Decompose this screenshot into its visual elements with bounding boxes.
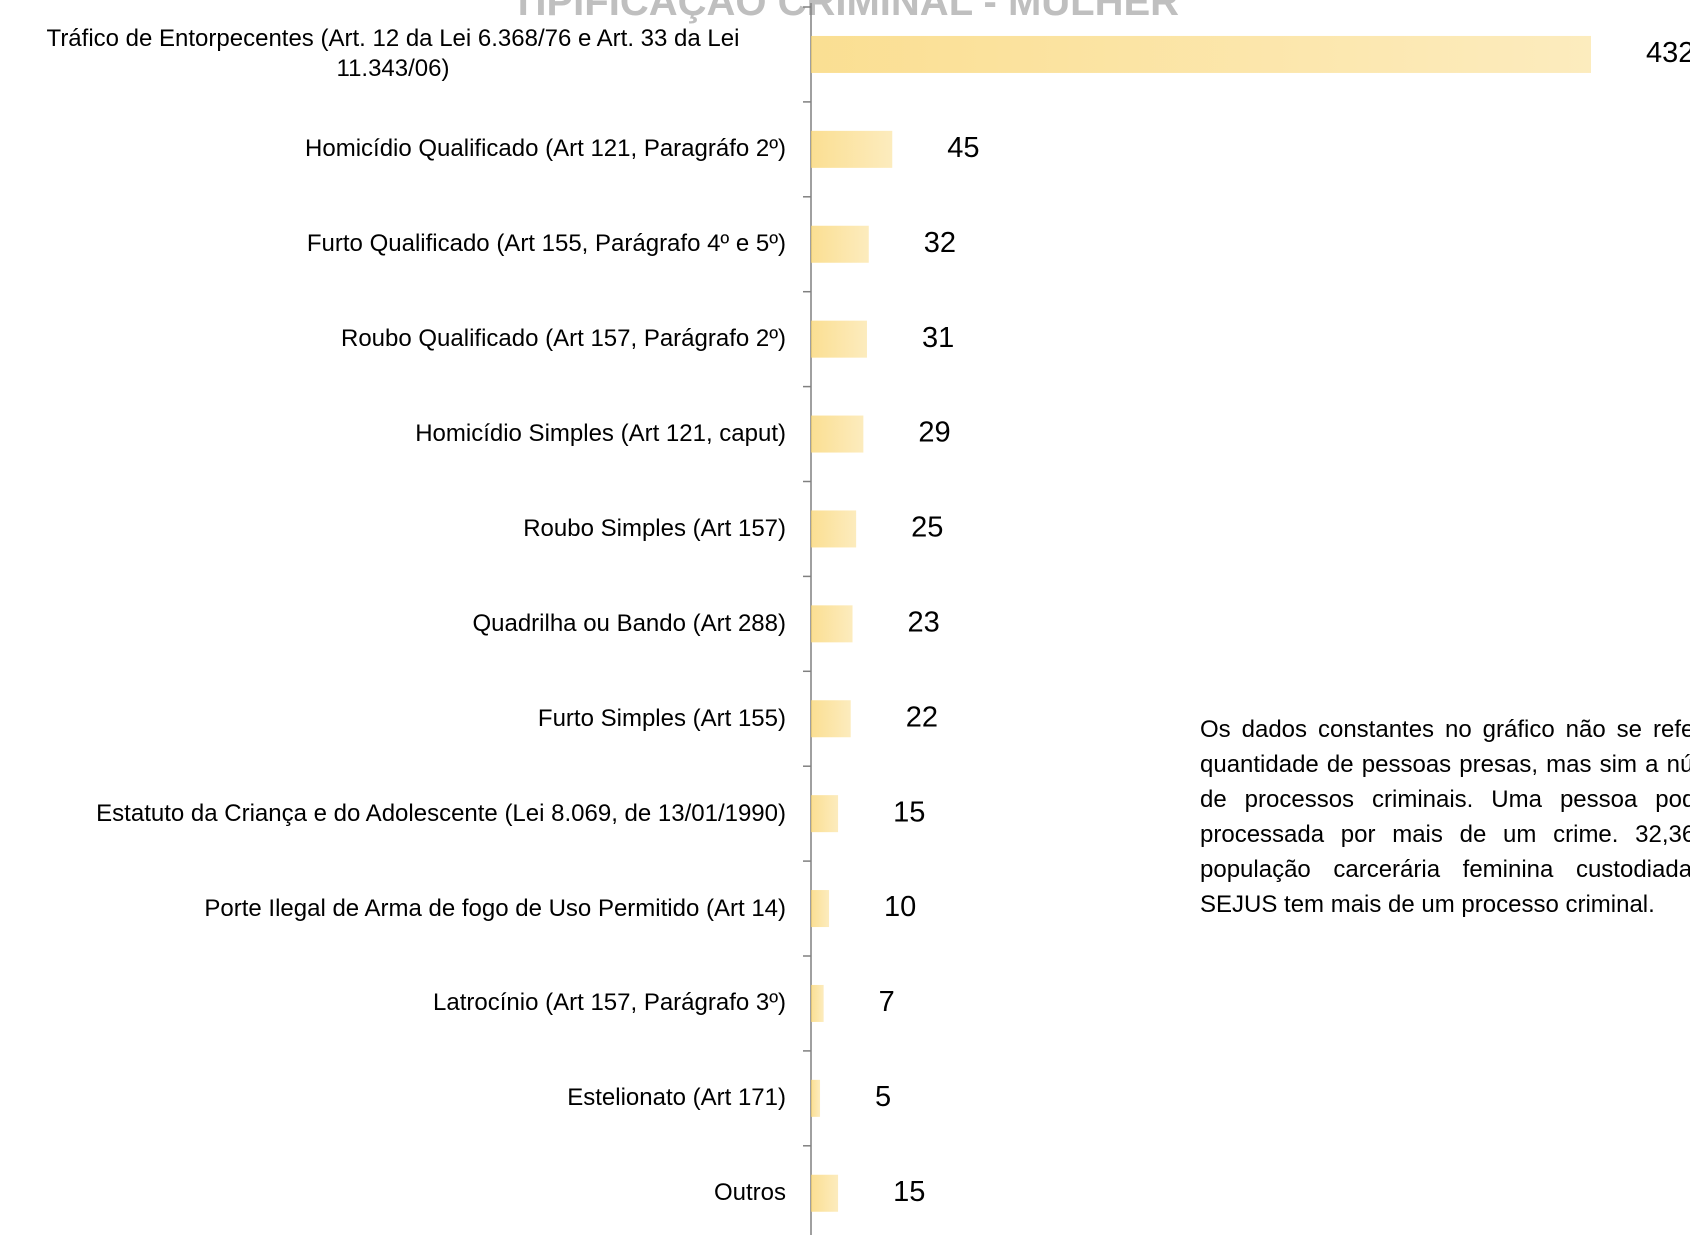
category-text: Quadrilha ou Bando (Art 288) (472, 609, 786, 637)
note-box: Os dados constantes no gráfico não se re… (1200, 712, 1690, 972)
category-text: Estelionato (Art 171) (567, 1084, 786, 1112)
category-text: Porte Ilegal de Arma de fogo de Uso Perm… (204, 894, 786, 922)
data-label: 10 (884, 891, 916, 923)
category-label: Estatuto da Criança e do Adolescente (Le… (0, 799, 786, 829)
category-label: Roubo Qualificado (Art 157, Parágrafo 2º… (0, 324, 786, 354)
category-text: Homicídio Qualificado (Art 121, Paragráf… (305, 135, 786, 163)
category-label: Tráfico de Entorpecentes (Art. 12 da Lei… (0, 24, 786, 84)
bar (811, 225, 869, 263)
annotation: Os dados constantes no gráfico não se re… (1200, 716, 1690, 918)
data-label: 5 (875, 1081, 891, 1113)
data-label: 23 (908, 607, 940, 639)
data-label: 432 (1646, 37, 1690, 69)
data-label: 32 (924, 227, 956, 259)
bar (811, 130, 893, 168)
category-label: Porte Ilegal de Arma de fogo de Uso Perm… (0, 894, 786, 924)
category-label: Furto Simples (Art 155) (0, 704, 786, 734)
bar (811, 890, 830, 928)
category-text: Tráfico de Entorpecentes (Art. 12 da Lei… (46, 25, 740, 83)
category-text: Outros (713, 1179, 786, 1207)
category-text: Furto Simples (Art 155) (537, 704, 786, 732)
data-label: 22 (906, 701, 938, 733)
category-label: Outros (0, 1178, 786, 1208)
bar (811, 700, 851, 738)
category-text: Furto Qualificado (Art 155, Parágrafo 4º… (306, 230, 786, 258)
category-text: Roubo Qualificado (Art 157, Parágrafo 2º… (340, 325, 786, 353)
bar (811, 605, 853, 643)
category-label: Furto Qualificado (Art 155, Parágrafo 4º… (0, 229, 786, 259)
bar (811, 320, 867, 358)
category-label: Homicídio Simples (Art 121, caput) (0, 419, 786, 449)
bar (811, 795, 839, 833)
data-label: 29 (918, 417, 950, 449)
bar (811, 510, 857, 548)
chart-title: TIPIFICAÇÃO CRIMINAL - MULHER (510, 0, 1180, 24)
data-label: 45 (947, 132, 979, 164)
data-label: 7 (879, 986, 895, 1018)
bar (811, 35, 1591, 73)
category-text: Estatuto da Criança e do Adolescente (Le… (96, 799, 786, 827)
category-label: Roubo Simples (Art 157) (0, 514, 786, 544)
data-label: 31 (922, 322, 954, 354)
category-label: Estelionato (Art 171) (0, 1083, 786, 1113)
category-label: Homicídio Qualificado (Art 121, Paragráf… (0, 134, 786, 164)
data-label: 15 (893, 796, 925, 828)
category-text: Roubo Simples (Art 157) (523, 514, 786, 542)
bar (811, 984, 824, 1022)
category-text: Latrocínio (Art 157, Parágrafo 3º) (433, 989, 786, 1017)
category-label: Latrocínio (Art 157, Parágrafo 3º) (0, 988, 786, 1018)
category-text: Homicídio Simples (Art 121, caput) (415, 420, 786, 448)
category-label: Quadrilha ou Bando (Art 288) (0, 609, 786, 639)
data-label: 25 (911, 512, 943, 544)
bar (811, 415, 864, 453)
bar (811, 1079, 821, 1117)
bar (811, 1174, 839, 1212)
data-label: 15 (893, 1176, 925, 1208)
